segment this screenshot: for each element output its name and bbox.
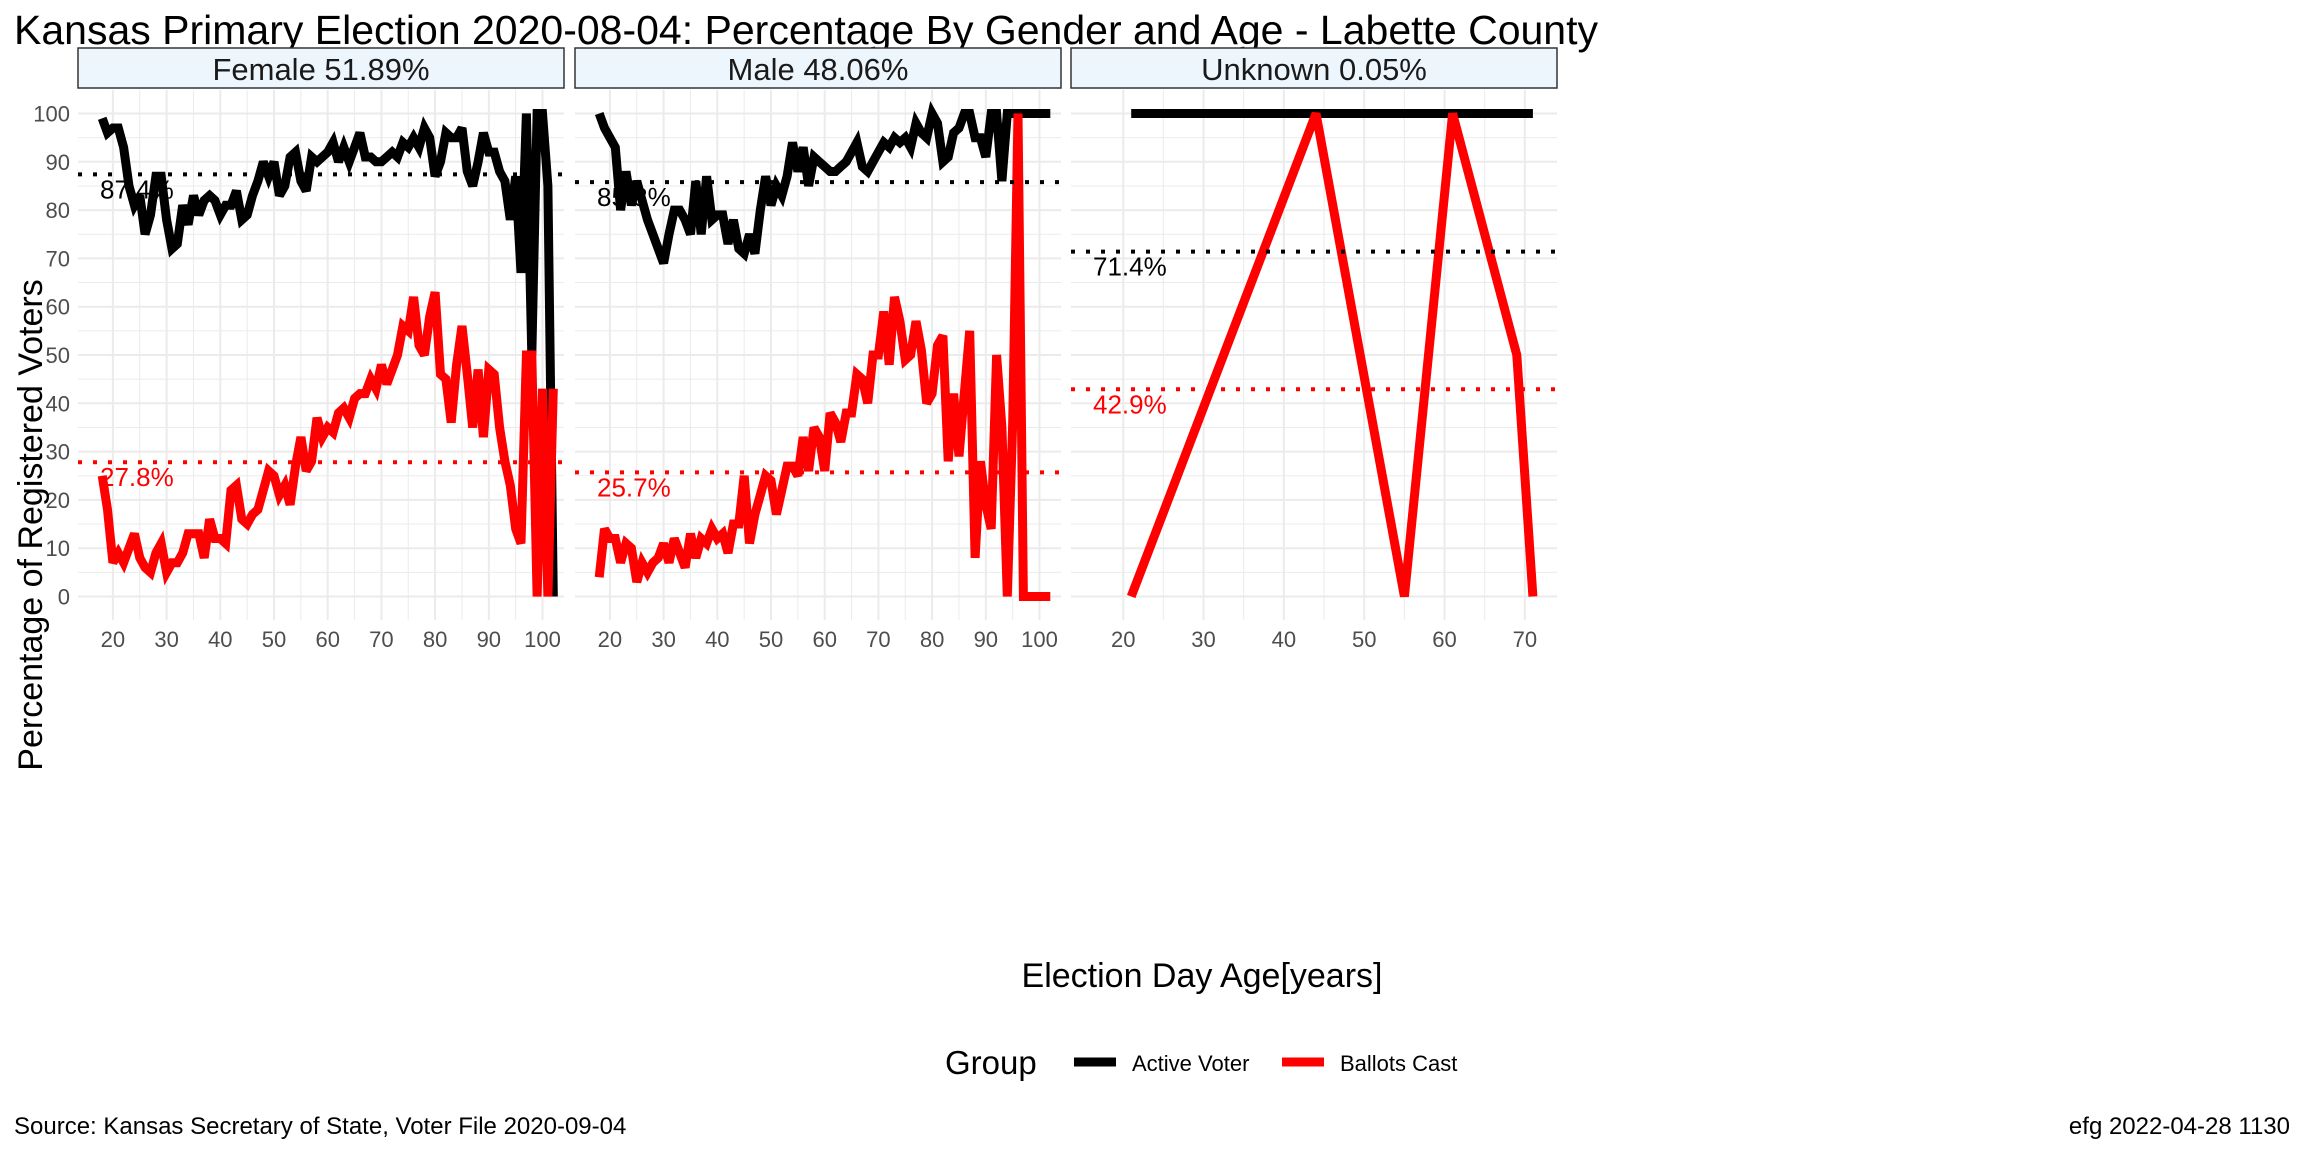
x-tick-label: 90 xyxy=(477,627,501,652)
gridlines xyxy=(78,90,564,620)
x-tick-label: 90 xyxy=(974,627,998,652)
mean-label-ballots: 42.9% xyxy=(1093,389,1167,419)
facet-strip-label: Female 51.89% xyxy=(212,52,429,87)
facet-panels: Female 51.89% 0 10 20 30 40 50 60 70 80 90 100 20 30 4… xyxy=(33,47,1558,652)
facet-strip-label: Unknown 0.05% xyxy=(1201,52,1427,87)
mean-label-ballots: 27.8% xyxy=(100,462,174,492)
x-tick-label: 30 xyxy=(154,627,178,652)
y-tick-label: 20 xyxy=(46,488,70,513)
facet-panel-1: Female 51.89% 0 10 20 30 40 50 60 70 80 90 100 20 30 4… xyxy=(33,47,565,652)
mean-label-active: 85.8% xyxy=(597,182,671,212)
chart-title: Kansas Primary Election 2020-08-04: Perc… xyxy=(14,7,1599,53)
mean-label-active: 87.4% xyxy=(100,174,174,204)
x-tick-label: 20 xyxy=(598,627,622,652)
facet-strip xyxy=(1070,47,1558,89)
legend-label-active: Active Voter xyxy=(1132,1051,1249,1076)
x-tick-label: 60 xyxy=(1432,627,1456,652)
series-line-active-voter xyxy=(97,109,558,597)
x-tick-label: 100 xyxy=(1021,627,1058,652)
series-line-ballots-cast xyxy=(1126,111,1538,599)
x-tick-label: 20 xyxy=(101,627,125,652)
y-tick-label: 80 xyxy=(46,198,70,223)
series-line-active-voter xyxy=(594,100,1051,265)
x-tick-label: 70 xyxy=(369,627,393,652)
y-tick-label: 0 xyxy=(58,585,70,610)
y-tick-label: 50 xyxy=(46,343,70,368)
x-tick-label: 20 xyxy=(1111,627,1135,652)
mean-label-active: 71.4% xyxy=(1093,252,1167,282)
y-tick-label: 90 xyxy=(46,150,70,175)
x-tick-label: 40 xyxy=(1272,627,1296,652)
facet-strip xyxy=(574,47,1062,89)
y-tick-label: 60 xyxy=(46,295,70,320)
source-caption: Source: Kansas Secretary of State, Voter… xyxy=(14,1113,626,1140)
timestamp-caption: efg 2022-04-28 1130 xyxy=(2069,1113,2290,1140)
y-tick-label: 40 xyxy=(46,391,70,416)
facet-strip-label: Male 48.06% xyxy=(728,52,909,87)
y-tick-label: 30 xyxy=(46,440,70,465)
x-tick-label: 40 xyxy=(705,627,729,652)
y-axis-label: Percentage of Registered Voters xyxy=(12,279,50,770)
x-tick-label: 30 xyxy=(1191,627,1215,652)
gridlines xyxy=(575,90,1061,620)
y-tick-label: 100 xyxy=(33,102,70,127)
series-line-ballots-cast xyxy=(594,113,1051,601)
x-tick-label: 30 xyxy=(651,627,675,652)
legend-label-ballots: Ballots Cast xyxy=(1340,1051,1457,1076)
legend-title: Group xyxy=(945,1044,1037,1081)
x-tick-label: 50 xyxy=(1352,627,1376,652)
x-tick-label: 50 xyxy=(262,627,286,652)
facet-strip xyxy=(77,47,565,89)
series-line-ballots-cast xyxy=(97,291,558,597)
x-tick-label: 60 xyxy=(812,627,836,652)
x-tick-label: 100 xyxy=(524,627,561,652)
x-tick-label: 80 xyxy=(920,627,944,652)
x-axis-label: Election Day Age[years] xyxy=(1022,957,1383,995)
facet-panel-3: Unknown 0.05% 20 30 40 50 60 70 71.4% 42.9% xyxy=(1070,47,1558,652)
x-tick-label: 70 xyxy=(866,627,890,652)
x-tick-label: 70 xyxy=(1513,627,1537,652)
facet-panel-2: Male 48.06% 20 30 40 50 60 70 80 90 100 85.8% 25.7% xyxy=(574,47,1062,652)
x-tick-label: 40 xyxy=(208,627,232,652)
x-tick-label: 50 xyxy=(759,627,783,652)
mean-label-ballots: 25.7% xyxy=(597,472,671,502)
y-tick-label: 70 xyxy=(46,246,70,271)
gridlines xyxy=(1071,90,1557,620)
legend: Group Active Voter Ballots Cast xyxy=(945,1044,1457,1081)
y-tick-label: 10 xyxy=(46,536,70,561)
x-tick-label: 60 xyxy=(315,627,339,652)
x-tick-label: 80 xyxy=(423,627,447,652)
